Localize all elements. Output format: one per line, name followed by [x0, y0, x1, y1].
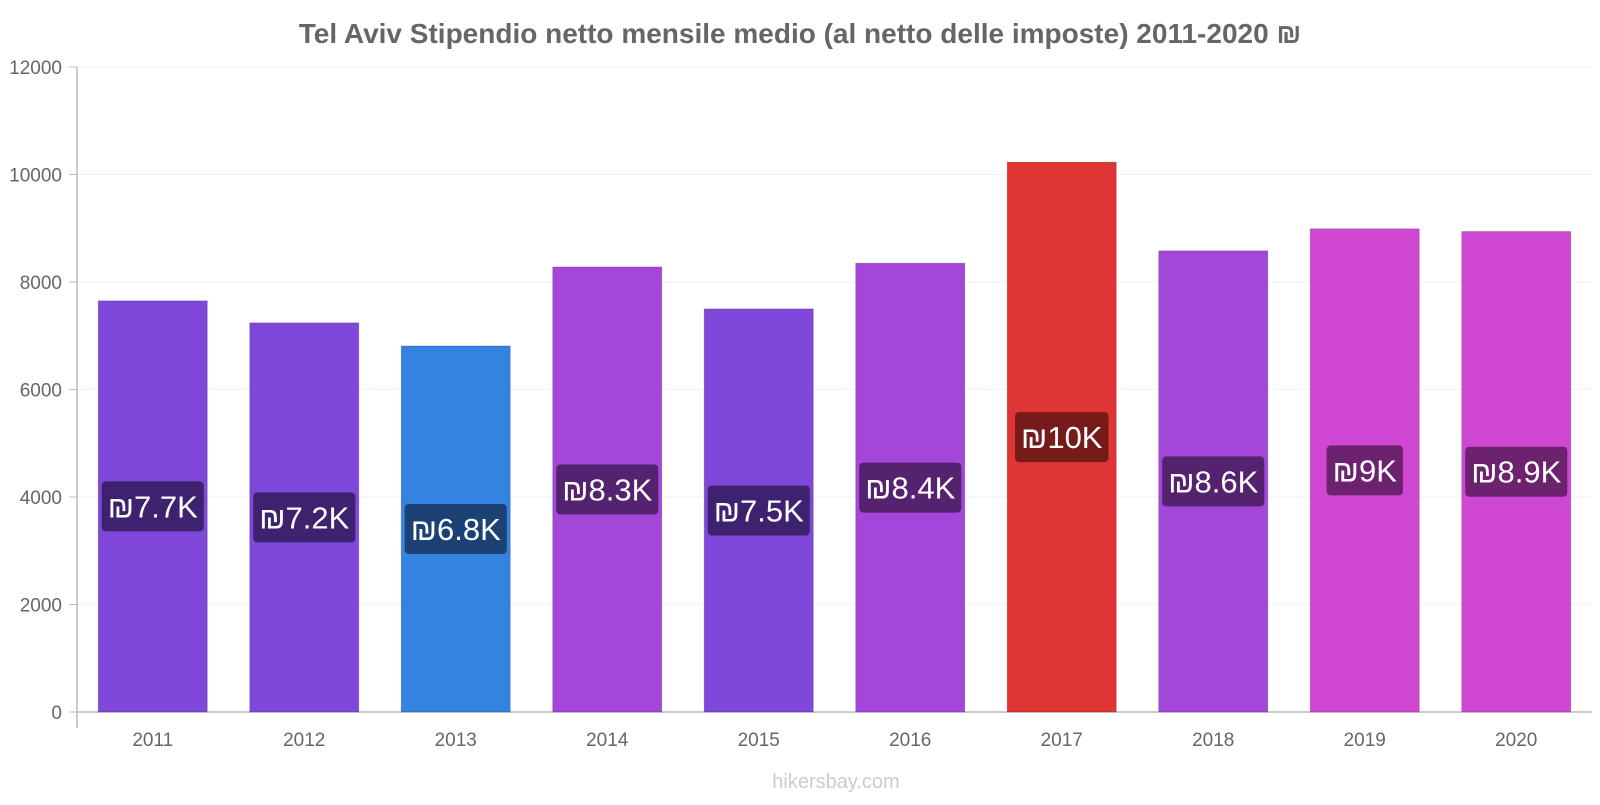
y-tick-label: 4000	[20, 488, 62, 509]
data-label-2020: ₪8.9K	[1465, 446, 1568, 497]
data-label-text: ₪8.6K	[1168, 464, 1258, 499]
data-label-text: ₪7.7K	[108, 489, 198, 524]
data-label-2017: ₪10K	[1015, 412, 1109, 463]
data-label-2013: ₪6.8K	[404, 503, 507, 554]
x-tick-label: 2012	[283, 730, 325, 751]
data-label-text: ₪8.4K	[865, 471, 955, 506]
data-label-2011: ₪7.7K	[101, 481, 204, 532]
x-tick-label: 2017	[1041, 730, 1083, 751]
data-label-box	[253, 492, 356, 543]
x-tick-label: 2015	[738, 730, 780, 751]
x-tick-label: 2014	[586, 730, 629, 751]
data-label-box	[1326, 445, 1403, 496]
data-label-2016: ₪8.4K	[859, 462, 962, 513]
data-label-box	[1015, 412, 1109, 463]
x-tick-label: 2019	[1344, 730, 1386, 751]
data-labels: ₪7.7K ₪7.2K ₪6.8K ₪8.3K ₪7.5K ₪8.4K ₪10K ₪8.6K ₪…	[101, 412, 1568, 554]
data-label-box	[556, 464, 659, 515]
x-tick-label: 2013	[435, 730, 477, 751]
chart-title: Tel Aviv Stipendio netto mensile medio (…	[299, 18, 1301, 49]
watermark: hikersbay.com	[772, 771, 899, 793]
y-tick-label: 6000	[20, 381, 62, 402]
data-label-2018: ₪8.6K	[1162, 456, 1265, 507]
x-tick-label: 2020	[1495, 730, 1537, 751]
data-label-text: ₪7.5K	[714, 493, 804, 528]
data-label-box	[1162, 456, 1265, 507]
x-tick-label: 2018	[1192, 730, 1234, 751]
y-tick-label: 0	[51, 703, 62, 724]
data-label-box	[1465, 446, 1568, 497]
y-tick-label: 12000	[9, 58, 62, 79]
data-label-2015: ₪7.5K	[707, 485, 810, 536]
x-tick-label: 2011	[132, 730, 173, 751]
data-label-text: ₪8.9K	[1471, 455, 1561, 490]
y-tick-label: 10000	[9, 166, 62, 187]
x-tick-label: 2016	[889, 730, 931, 751]
data-label-box	[707, 485, 810, 536]
data-label-text: ₪7.2K	[259, 500, 349, 535]
bars	[97, 161, 1572, 713]
data-label-box	[859, 462, 962, 513]
data-label-2019: ₪9K	[1326, 445, 1403, 496]
data-label-text: ₪10K	[1021, 420, 1103, 455]
data-label-text: ₪8.3K	[562, 472, 652, 507]
data-label-2012: ₪7.2K	[253, 492, 356, 543]
data-label-text: ₪6.8K	[411, 512, 501, 547]
data-label-2014: ₪8.3K	[556, 464, 659, 515]
y-tick-label: 8000	[20, 273, 62, 294]
y-tick-label: 2000	[20, 596, 62, 617]
data-label-text: ₪9K	[1333, 453, 1398, 488]
data-label-box	[101, 481, 204, 532]
data-label-box	[404, 503, 507, 554]
